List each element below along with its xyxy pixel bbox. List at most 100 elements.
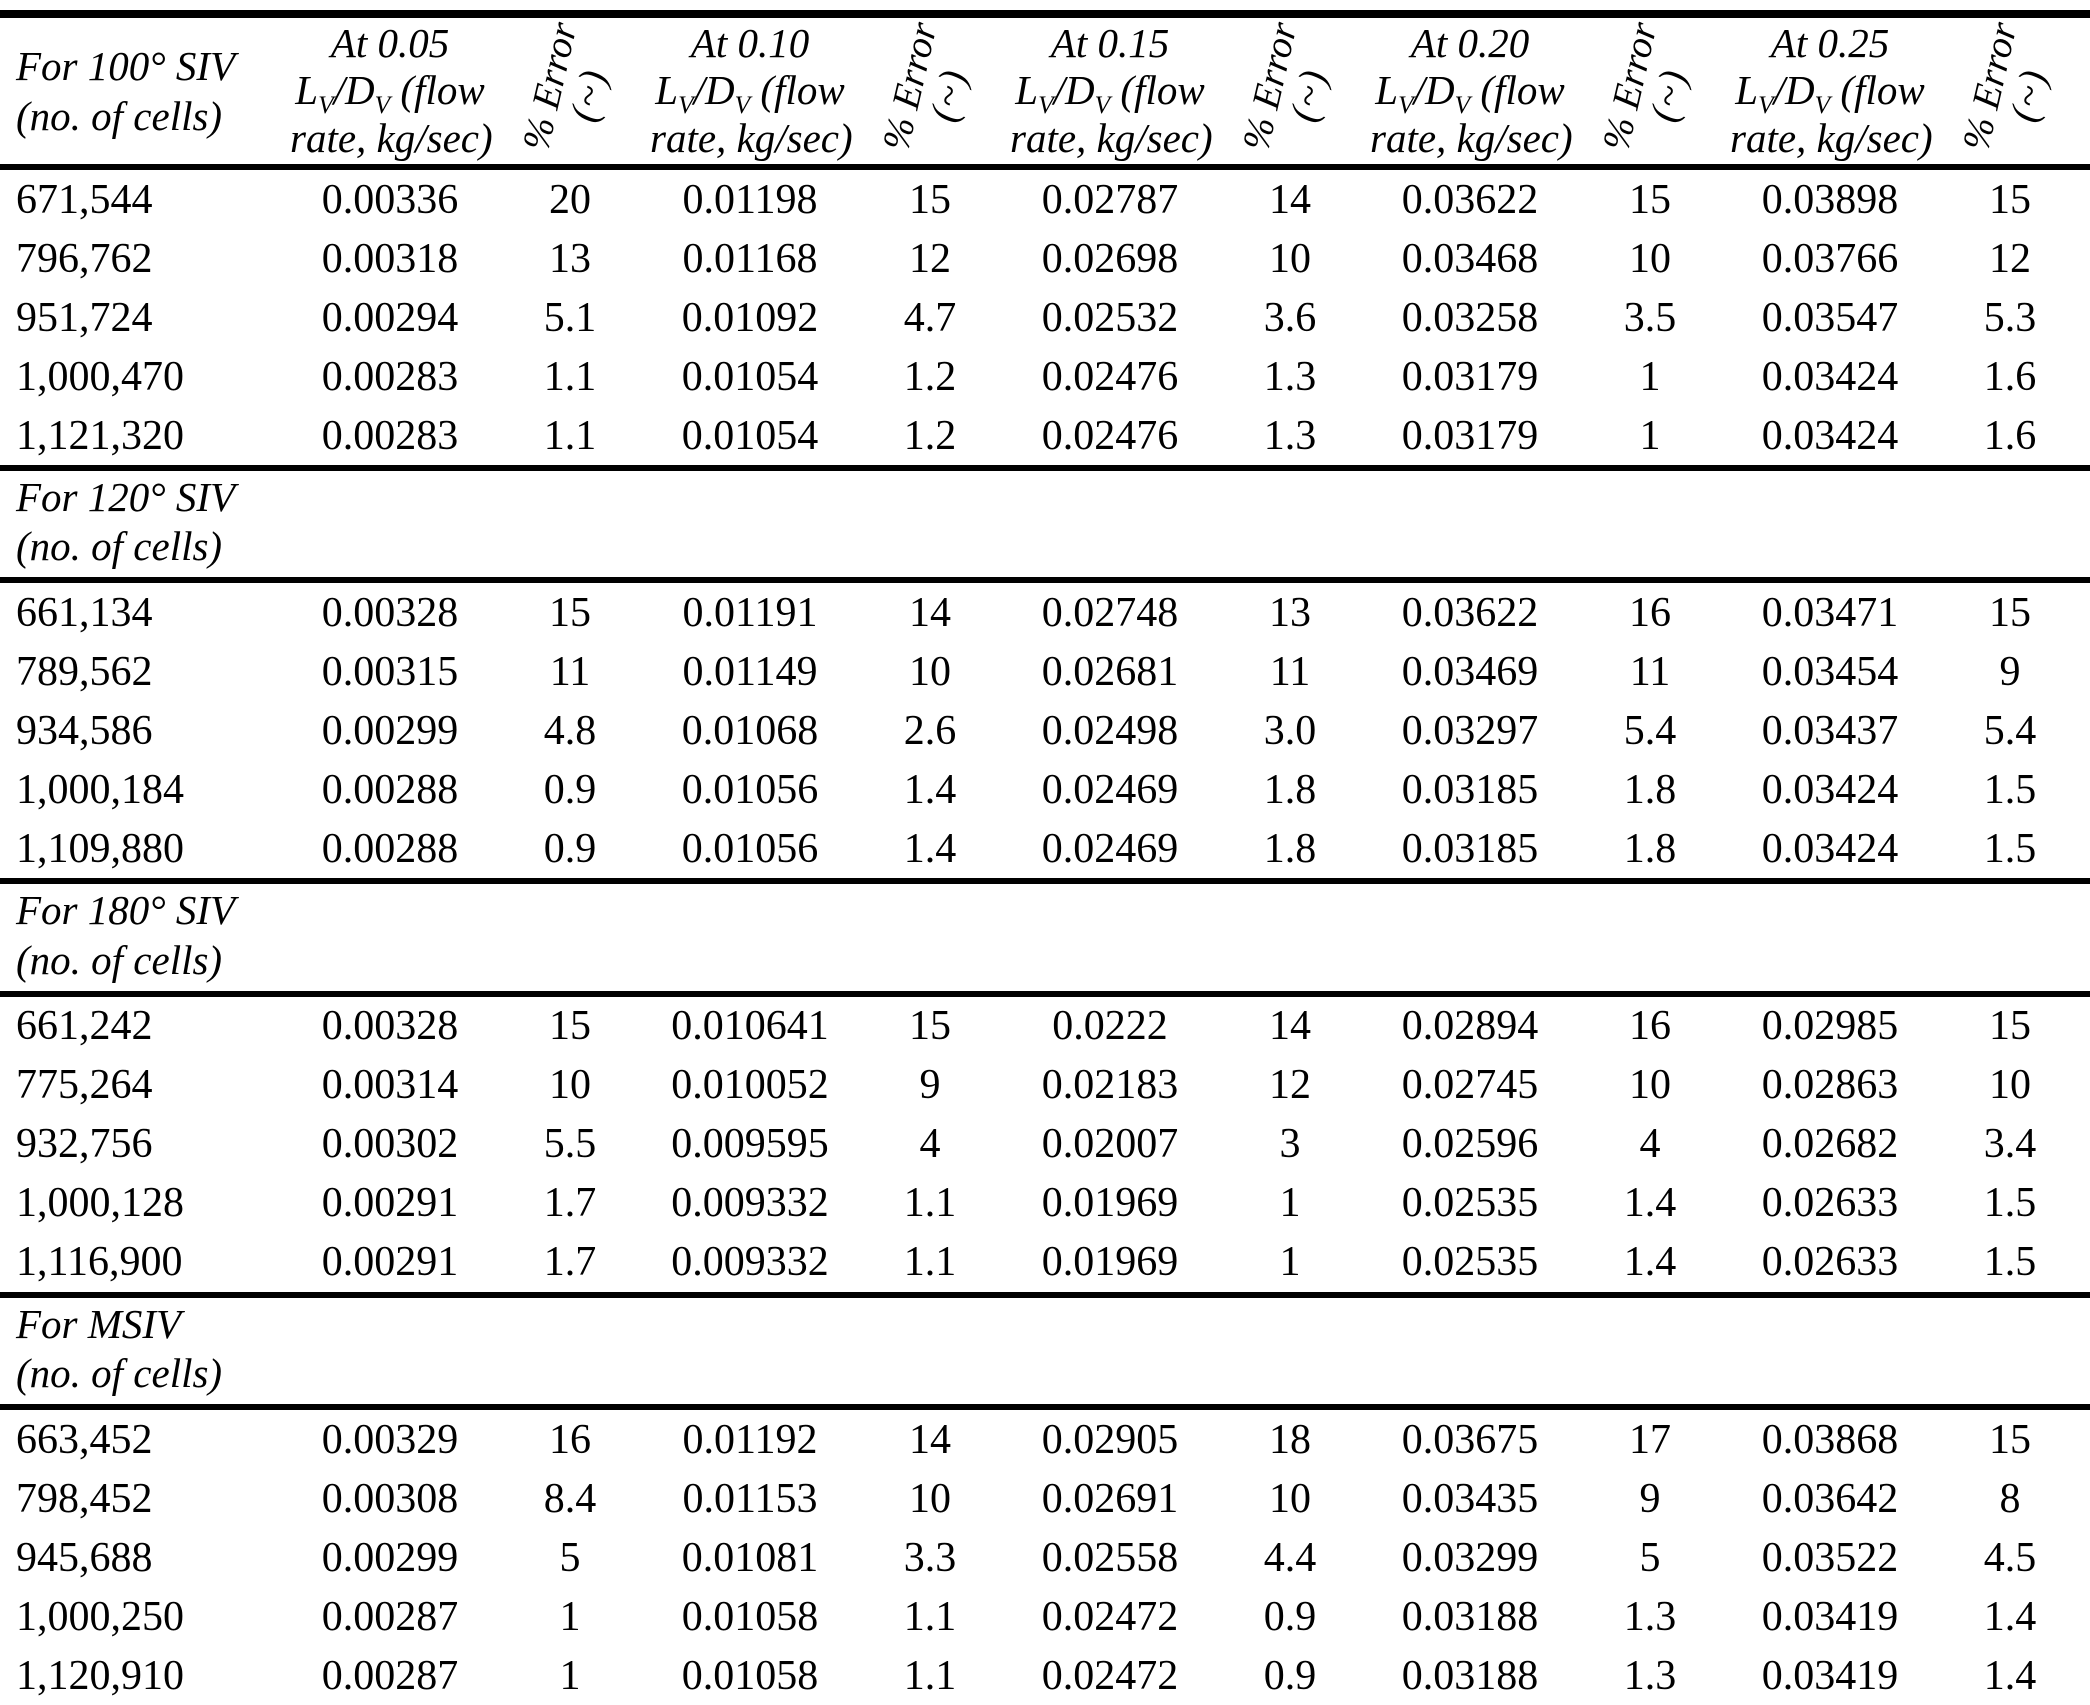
cell-error: 1 [559,1593,581,1640]
cell-count: 1,121,320 [16,412,184,459]
cell-error: 1.7 [543,1239,597,1286]
section-sublabel: (no. of cells) [16,523,223,570]
cell-error: 10 [1269,1475,1311,1522]
cell-value: 0.03642 [1761,1475,1899,1522]
cell-value: 0.01054 [681,353,819,400]
section-header-row: For 180° SIV (no. of cells) [0,878,2090,997]
cell-value: 0.00283 [321,353,459,400]
table-row: 945,688 0.00299 5 0.01081 3.3 0.02558 4.4 0.032… [0,1528,2090,1587]
header-row: For 100° SIV (no. of cells) At 0.05 LV/DV… [0,14,2090,170]
cell-value: 0.010641 [671,1003,829,1050]
cell-value: 0.00302 [321,1121,459,1168]
cell-count: 789,562 [16,648,153,695]
cell-value: 0.0222 [1052,1003,1168,1050]
cell-error: 10 [909,1475,951,1522]
cell-error: 8 [1999,1475,2021,1522]
cell-value: 0.02894 [1401,1003,1539,1050]
cell-value: 0.00283 [321,412,459,459]
cell-value: 0.00299 [321,1534,459,1581]
cell-value: 0.02183 [1041,1062,1179,1109]
cell-error: 4.5 [1983,1534,2037,1581]
cell-value: 0.00318 [321,235,459,282]
cell-error: 14 [1269,1003,1311,1050]
cell-error: 12 [1269,1062,1311,1109]
cell-error: 5.4 [1983,707,2037,754]
cell-error: 4.7 [903,294,957,341]
cell-value: 0.01081 [681,1534,819,1581]
table-row: 661,242 0.00328 15 0.010641 15 0.0222 14 0.0289… [0,994,2090,1056]
cell-error: 3.4 [1983,1121,2037,1168]
cell-error: 14 [909,1416,951,1463]
cell-error: 1.5 [1983,825,2037,872]
cell-count: 1,000,250 [16,1593,184,1640]
cell-error: 1.1 [903,1239,957,1286]
cell-error: 1 [1279,1180,1301,1227]
cell-value: 0.01191 [682,589,818,636]
column-header-value: At 0.25 LV/DV (flow rate, kg/sec) [1730,14,1933,170]
cell-value: 0.01092 [681,294,819,341]
section-sublabel: (no. of cells) [16,936,223,983]
cell-error: 2.6 [903,707,957,754]
cell-value: 0.03437 [1761,707,1899,754]
cell-value: 0.02748 [1041,589,1179,636]
cell-value: 0.00294 [321,294,459,341]
cell-error: 1.4 [1623,1180,1677,1227]
cell-error: 3 [1279,1121,1301,1168]
cell-value: 0.03299 [1401,1534,1539,1581]
cell-error: 4 [1639,1121,1661,1168]
table-body: 671,544 0.00336 20 0.01198 15 0.02787 14 0.0362… [0,167,2090,1705]
cell-error: 13 [1269,589,1311,636]
cell-value: 0.02633 [1761,1180,1899,1227]
cell-value: 0.01054 [681,412,819,459]
cell-count: 1,109,880 [16,825,184,872]
cell-error: 10 [1629,235,1671,282]
cell-value: 0.00314 [321,1062,459,1109]
cell-error: 1.8 [1263,825,1317,872]
table-row: 798,452 0.00308 8.4 0.01153 10 0.02691 10 0.034… [0,1469,2090,1528]
section-header-row: For MSIV (no. of cells) [0,1291,2090,1411]
section-sublabel: (no. of cells) [16,1349,223,1396]
cell-error: 20 [549,176,591,223]
column-header-value: At 0.20 LV/DV (flow rate, kg/sec) [1370,14,1573,170]
cell-error: 15 [1989,176,2031,223]
cell-value: 0.00315 [321,648,459,695]
cell-error: 1.5 [1983,1239,2037,1286]
cell-count: 932,756 [16,1121,153,1168]
cell-value: 0.00287 [321,1652,459,1699]
cell-error: 0.9 [1263,1593,1317,1640]
cell-count: 775,264 [16,1062,153,1109]
cell-value: 0.02633 [1761,1239,1899,1286]
cell-count: 1,116,900 [16,1239,183,1286]
table-row: 796,762 0.00318 13 0.01168 12 0.02698 10 0.0346… [0,229,2090,288]
table-row: 1,109,880 0.00288 0.9 0.01056 1.4 0.02469 1.8 0… [0,819,2090,881]
cell-value: 0.03468 [1401,235,1539,282]
cell-value: 0.02558 [1041,1534,1179,1581]
cell-value: 0.03675 [1401,1416,1539,1463]
cell-value: 0.02698 [1041,235,1179,282]
table-row: 661,134 0.00328 15 0.01191 14 0.02748 13 0.0362… [0,580,2090,642]
cell-value: 0.02476 [1041,353,1179,400]
cell-value: 0.02985 [1761,1003,1899,1050]
cell-error: 1.1 [903,1180,957,1227]
cell-error: 1 [1639,353,1661,400]
cell-count: 1,120,910 [16,1652,184,1699]
cell-value: 0.03424 [1761,412,1899,459]
cell-value: 0.03419 [1761,1593,1899,1640]
cell-error: 5 [1639,1534,1661,1581]
cell-value: 0.03435 [1401,1475,1539,1522]
cell-error: 1.1 [543,412,597,459]
cell-error: 15 [1989,589,2031,636]
cell-value: 0.03188 [1401,1652,1539,1699]
table-row: 1,116,900 0.00291 1.7 0.009332 1.1 0.01969 1 0.… [0,1233,2090,1295]
cell-value: 0.00291 [321,1180,459,1227]
cell-value: 0.00287 [321,1593,459,1640]
table-row: 1,000,250 0.00287 1 0.01058 1.1 0.02472 0.9 0.0… [0,1587,2090,1646]
cell-error: 1.1 [543,353,597,400]
cell-error: 13 [549,235,591,282]
cell-error: 17 [1629,1416,1671,1463]
column-header-value: At 0.10 LV/DV (flow rate, kg/sec) [650,14,853,170]
cell-error: 1.8 [1263,766,1317,813]
cell-error: 15 [909,176,951,223]
cell-value: 0.02532 [1041,294,1179,341]
cell-count: 798,452 [16,1475,153,1522]
